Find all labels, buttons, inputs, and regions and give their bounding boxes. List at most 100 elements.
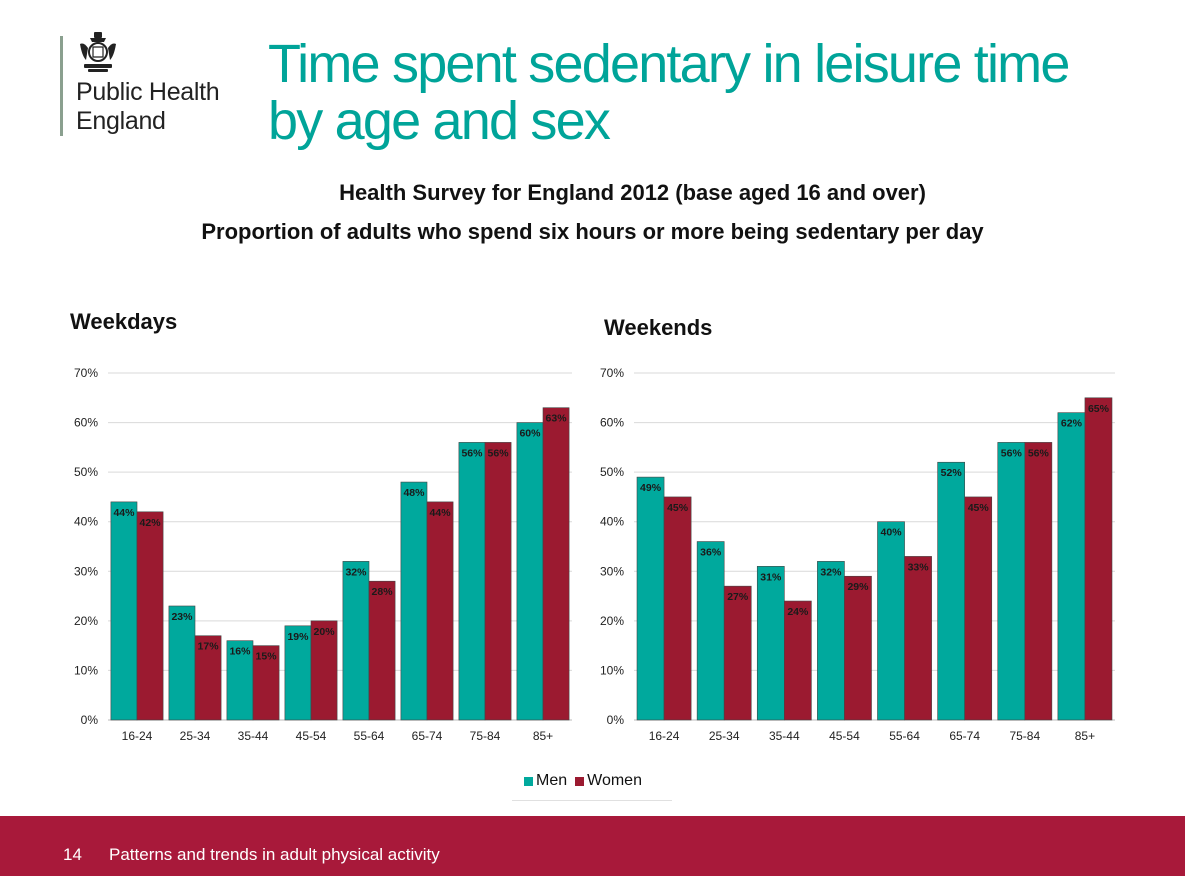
bar-men <box>937 461 965 721</box>
bar-women <box>484 442 512 721</box>
bar-men <box>400 481 428 721</box>
data-label: 17% <box>198 641 220 653</box>
x-tick-label: 85+ <box>533 729 553 743</box>
bar-men <box>168 605 196 721</box>
data-label: 62% <box>1061 418 1083 430</box>
weekends-chart-title: Weekends <box>604 315 713 340</box>
title-line-2: by age and sex <box>268 91 611 151</box>
data-label: 19% <box>287 631 309 643</box>
data-label: 56% <box>488 447 510 459</box>
x-tick-label: 25-34 <box>180 729 211 743</box>
logo-divider <box>60 36 63 136</box>
bar-women <box>542 407 570 721</box>
public-health-england-logo: Public Health England <box>60 30 260 140</box>
y-tick-label: 10% <box>600 663 624 677</box>
x-tick-label: 75-84 <box>470 729 501 743</box>
data-label: 31% <box>760 571 782 583</box>
legend-divider <box>512 800 672 801</box>
x-tick-label: 55-64 <box>354 729 385 743</box>
bar-men <box>458 442 486 721</box>
bar-women <box>252 645 280 721</box>
bar-women <box>136 511 164 721</box>
weekdays-bar-chart: 0% 10% 20% 30% 40% 50% 60% 70% 44% 23% 16% 19% 32% 48… <box>74 366 572 743</box>
royal-crest-icon <box>80 32 116 72</box>
y-tick-label: 30% <box>600 564 624 578</box>
y-tick-label: 20% <box>600 614 624 628</box>
data-label: 28% <box>372 586 394 598</box>
data-label: 24% <box>787 606 809 618</box>
data-label: 45% <box>968 502 990 514</box>
legend-item-women: Women <box>575 772 642 790</box>
bar-men <box>1057 412 1086 721</box>
data-label: 63% <box>546 413 568 425</box>
data-label: 32% <box>345 566 367 578</box>
data-label: 65% <box>1088 403 1110 415</box>
bar-women <box>844 575 872 721</box>
y-tick-label: 50% <box>74 465 98 479</box>
weekends-bar-chart: 0% 10% 20% 30% 40% 50% 60% 70% 49% 36% 31% 32% 40% 52… <box>600 366 1115 743</box>
footer-text: Patterns and trends in adult physical ac… <box>109 845 440 864</box>
chart-legend: Men Women <box>524 772 650 790</box>
bar-men <box>756 566 785 721</box>
bar-women <box>310 620 338 721</box>
data-label: 29% <box>847 581 869 593</box>
x-tick-label: 65-74 <box>412 729 443 743</box>
bar-women <box>784 600 812 721</box>
bar-men <box>284 625 312 721</box>
bar-men <box>997 442 1026 721</box>
bar-women <box>663 496 692 721</box>
bar-women <box>964 496 993 721</box>
bar-women <box>368 580 396 721</box>
data-label: 44% <box>430 507 452 519</box>
data-label: 40% <box>881 527 903 539</box>
y-tick-label: 30% <box>74 564 98 578</box>
data-label: 33% <box>908 561 930 573</box>
y-tick-label: 20% <box>74 614 98 628</box>
bar-men <box>636 476 665 721</box>
data-label: 52% <box>941 467 963 479</box>
data-label: 45% <box>667 502 689 514</box>
x-tick-label: 16-24 <box>649 729 680 743</box>
legend-swatch-men <box>524 776 533 786</box>
bar-women <box>723 585 752 721</box>
bar-men <box>110 501 138 721</box>
x-tick-label: 35-44 <box>238 729 269 743</box>
title-line-1: Time spent sedentary in leisure time <box>268 34 1070 94</box>
data-label: 16% <box>229 646 251 658</box>
x-tick-label: 35-44 <box>769 729 800 743</box>
y-tick-label: 0% <box>81 713 99 727</box>
subtitle-line-2: Proportion of adults who spend six hours… <box>201 219 984 244</box>
bar-men <box>877 521 905 721</box>
y-tick-label: 40% <box>74 515 98 529</box>
x-tick-label: 85+ <box>1075 729 1095 743</box>
data-label: 42% <box>140 517 162 529</box>
y-tick-label: 70% <box>600 366 624 380</box>
data-label: 48% <box>403 487 425 499</box>
data-label: 20% <box>314 626 336 638</box>
legend-item-men: Men <box>524 772 567 790</box>
data-label: 44% <box>113 507 135 519</box>
data-label: 36% <box>700 547 722 559</box>
page-number: 14 <box>63 845 82 864</box>
bar-men <box>696 541 725 721</box>
y-tick-label: 60% <box>74 416 98 430</box>
data-label: 60% <box>519 428 541 440</box>
data-label: 56% <box>461 447 483 459</box>
legend-swatch-women <box>575 776 585 786</box>
bar-women <box>904 556 932 721</box>
data-label: 32% <box>820 566 842 578</box>
bar-women <box>426 501 454 721</box>
bar-women <box>1024 442 1053 721</box>
bar-women <box>194 635 222 721</box>
logo-wordmark: Public Health England <box>76 78 220 136</box>
page-title: Time spent sedentary in leisure time by … <box>268 36 1148 150</box>
bar-men <box>817 561 845 721</box>
x-tick-label: 55-64 <box>889 729 920 743</box>
bar-men <box>226 640 254 721</box>
x-tick-label: 45-54 <box>829 729 860 743</box>
y-tick-label: 10% <box>74 663 98 677</box>
data-label: 15% <box>256 651 278 663</box>
legend-label-women: Women <box>587 772 642 789</box>
legend-label-men: Men <box>536 772 568 789</box>
bar-women <box>1084 397 1113 721</box>
